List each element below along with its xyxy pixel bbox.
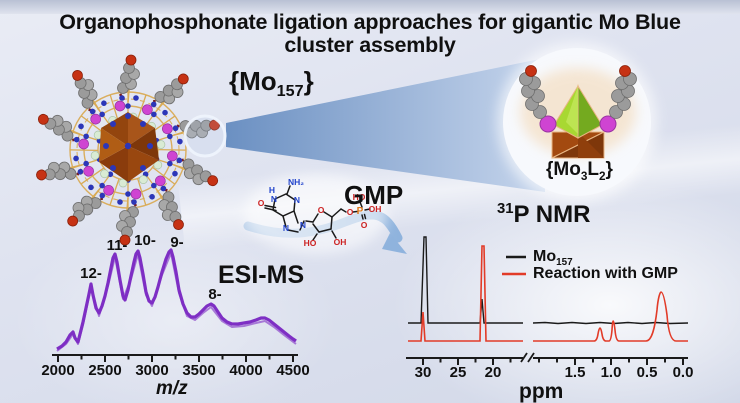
nmr-trace-mo157 bbox=[408, 236, 689, 325]
title-line-2: cluster assembly bbox=[284, 33, 456, 57]
ms-xaxis-label: m/z bbox=[156, 378, 188, 399]
gmp-atom-ho2: HO bbox=[304, 238, 317, 248]
gmp-atom-o6: O bbox=[258, 198, 265, 208]
gmp-atom-n1: N bbox=[271, 194, 277, 204]
gmp-atom-nh2: NH₂ bbox=[288, 177, 304, 187]
nmr-plot bbox=[406, 236, 689, 365]
inset-p-atom-left bbox=[539, 115, 557, 133]
ms-peak-label-10: 10- bbox=[134, 232, 156, 249]
gmp-atom-n9: N bbox=[300, 220, 306, 230]
axis-break-icon bbox=[520, 352, 535, 363]
ms-tick-3000: 3000 bbox=[135, 362, 169, 379]
gmp-label: GMP bbox=[344, 180, 404, 210]
legend-label-reaction: Reaction with GMP bbox=[533, 265, 678, 282]
ms-tick-4500: 4500 bbox=[276, 362, 310, 379]
ms-peak-label-11: 11- bbox=[106, 237, 128, 254]
ms-peak-label-8: 8- bbox=[208, 286, 222, 303]
ms-background-glow bbox=[10, 220, 340, 403]
legend-label-mo157: Mo157 bbox=[533, 248, 573, 269]
nmr-tick-0-5: 0.5 bbox=[636, 364, 658, 381]
inset-ligand-left bbox=[519, 65, 547, 119]
gmp-atom-n3: N bbox=[294, 195, 300, 205]
gmp-molecule: H N NH₂ O N N N O HO OH O P HO OH O bbox=[244, 174, 388, 254]
nmr-background-glow bbox=[390, 180, 740, 403]
gmp-atom-ho-p: HO bbox=[353, 192, 366, 202]
magnification-wedge bbox=[226, 58, 545, 192]
nmr-tick-1-0: 1.0 bbox=[600, 364, 622, 381]
top-gradient-band bbox=[0, 0, 740, 14]
gmp-atom-oh-p: OH bbox=[369, 204, 382, 214]
gmp-atom-o-ribose: O bbox=[318, 205, 325, 215]
ms-tick-4000: 4000 bbox=[229, 362, 263, 379]
nmr-tick-1-5: 1.5 bbox=[564, 364, 586, 381]
title-line-1: Organophosphonate ligation approaches fo… bbox=[59, 10, 681, 34]
ms-tick-3500: 3500 bbox=[182, 362, 216, 379]
nmr-title: 31P NMR bbox=[497, 201, 591, 228]
mo157-label: {Mo157} bbox=[229, 66, 314, 101]
inset-p-atom-right bbox=[599, 115, 617, 133]
gmp-atom-p: P bbox=[357, 206, 364, 217]
nmr-xaxis-label: ppm bbox=[519, 380, 564, 403]
ms-tick-2500: 2500 bbox=[88, 362, 122, 379]
gmp-atom-h: H bbox=[269, 185, 275, 195]
nmr-tick-0-0: 0.0 bbox=[672, 364, 694, 381]
ms-peak-label-12: 12- bbox=[80, 265, 102, 282]
ms-peak-label-9: 9- bbox=[170, 234, 184, 251]
gmp-atom-oh3: OH bbox=[334, 237, 347, 247]
gmp-atom-n7: N bbox=[283, 223, 289, 233]
figure-title: Organophosphonate ligation approaches fo… bbox=[0, 11, 740, 57]
nmr-tick-25: 25 bbox=[449, 364, 467, 381]
mo3l2-label: {Mo3L2} bbox=[546, 159, 613, 183]
esi-ms-plot bbox=[52, 248, 298, 362]
mo157-cluster-structure bbox=[30, 53, 227, 247]
nmr-tick-30: 30 bbox=[414, 364, 432, 381]
mo3l2-inset bbox=[497, 42, 657, 202]
nmr-trace-reaction bbox=[408, 245, 688, 342]
gmp-atom-o5: O bbox=[347, 207, 354, 217]
esi-ms-label: ESI-MS bbox=[218, 261, 305, 289]
nmr-tick-20: 20 bbox=[484, 364, 502, 381]
inset-ligand-right bbox=[609, 65, 637, 119]
cluster-core-polyhedra bbox=[99, 112, 159, 182]
cluster-highlight-circle bbox=[183, 114, 227, 158]
inset-mo3-polyhedron bbox=[551, 131, 605, 159]
inset-octahedron bbox=[553, 84, 603, 139]
gmp-atom-o-p: O bbox=[361, 220, 368, 230]
ms-tick-2000: 2000 bbox=[41, 362, 75, 379]
